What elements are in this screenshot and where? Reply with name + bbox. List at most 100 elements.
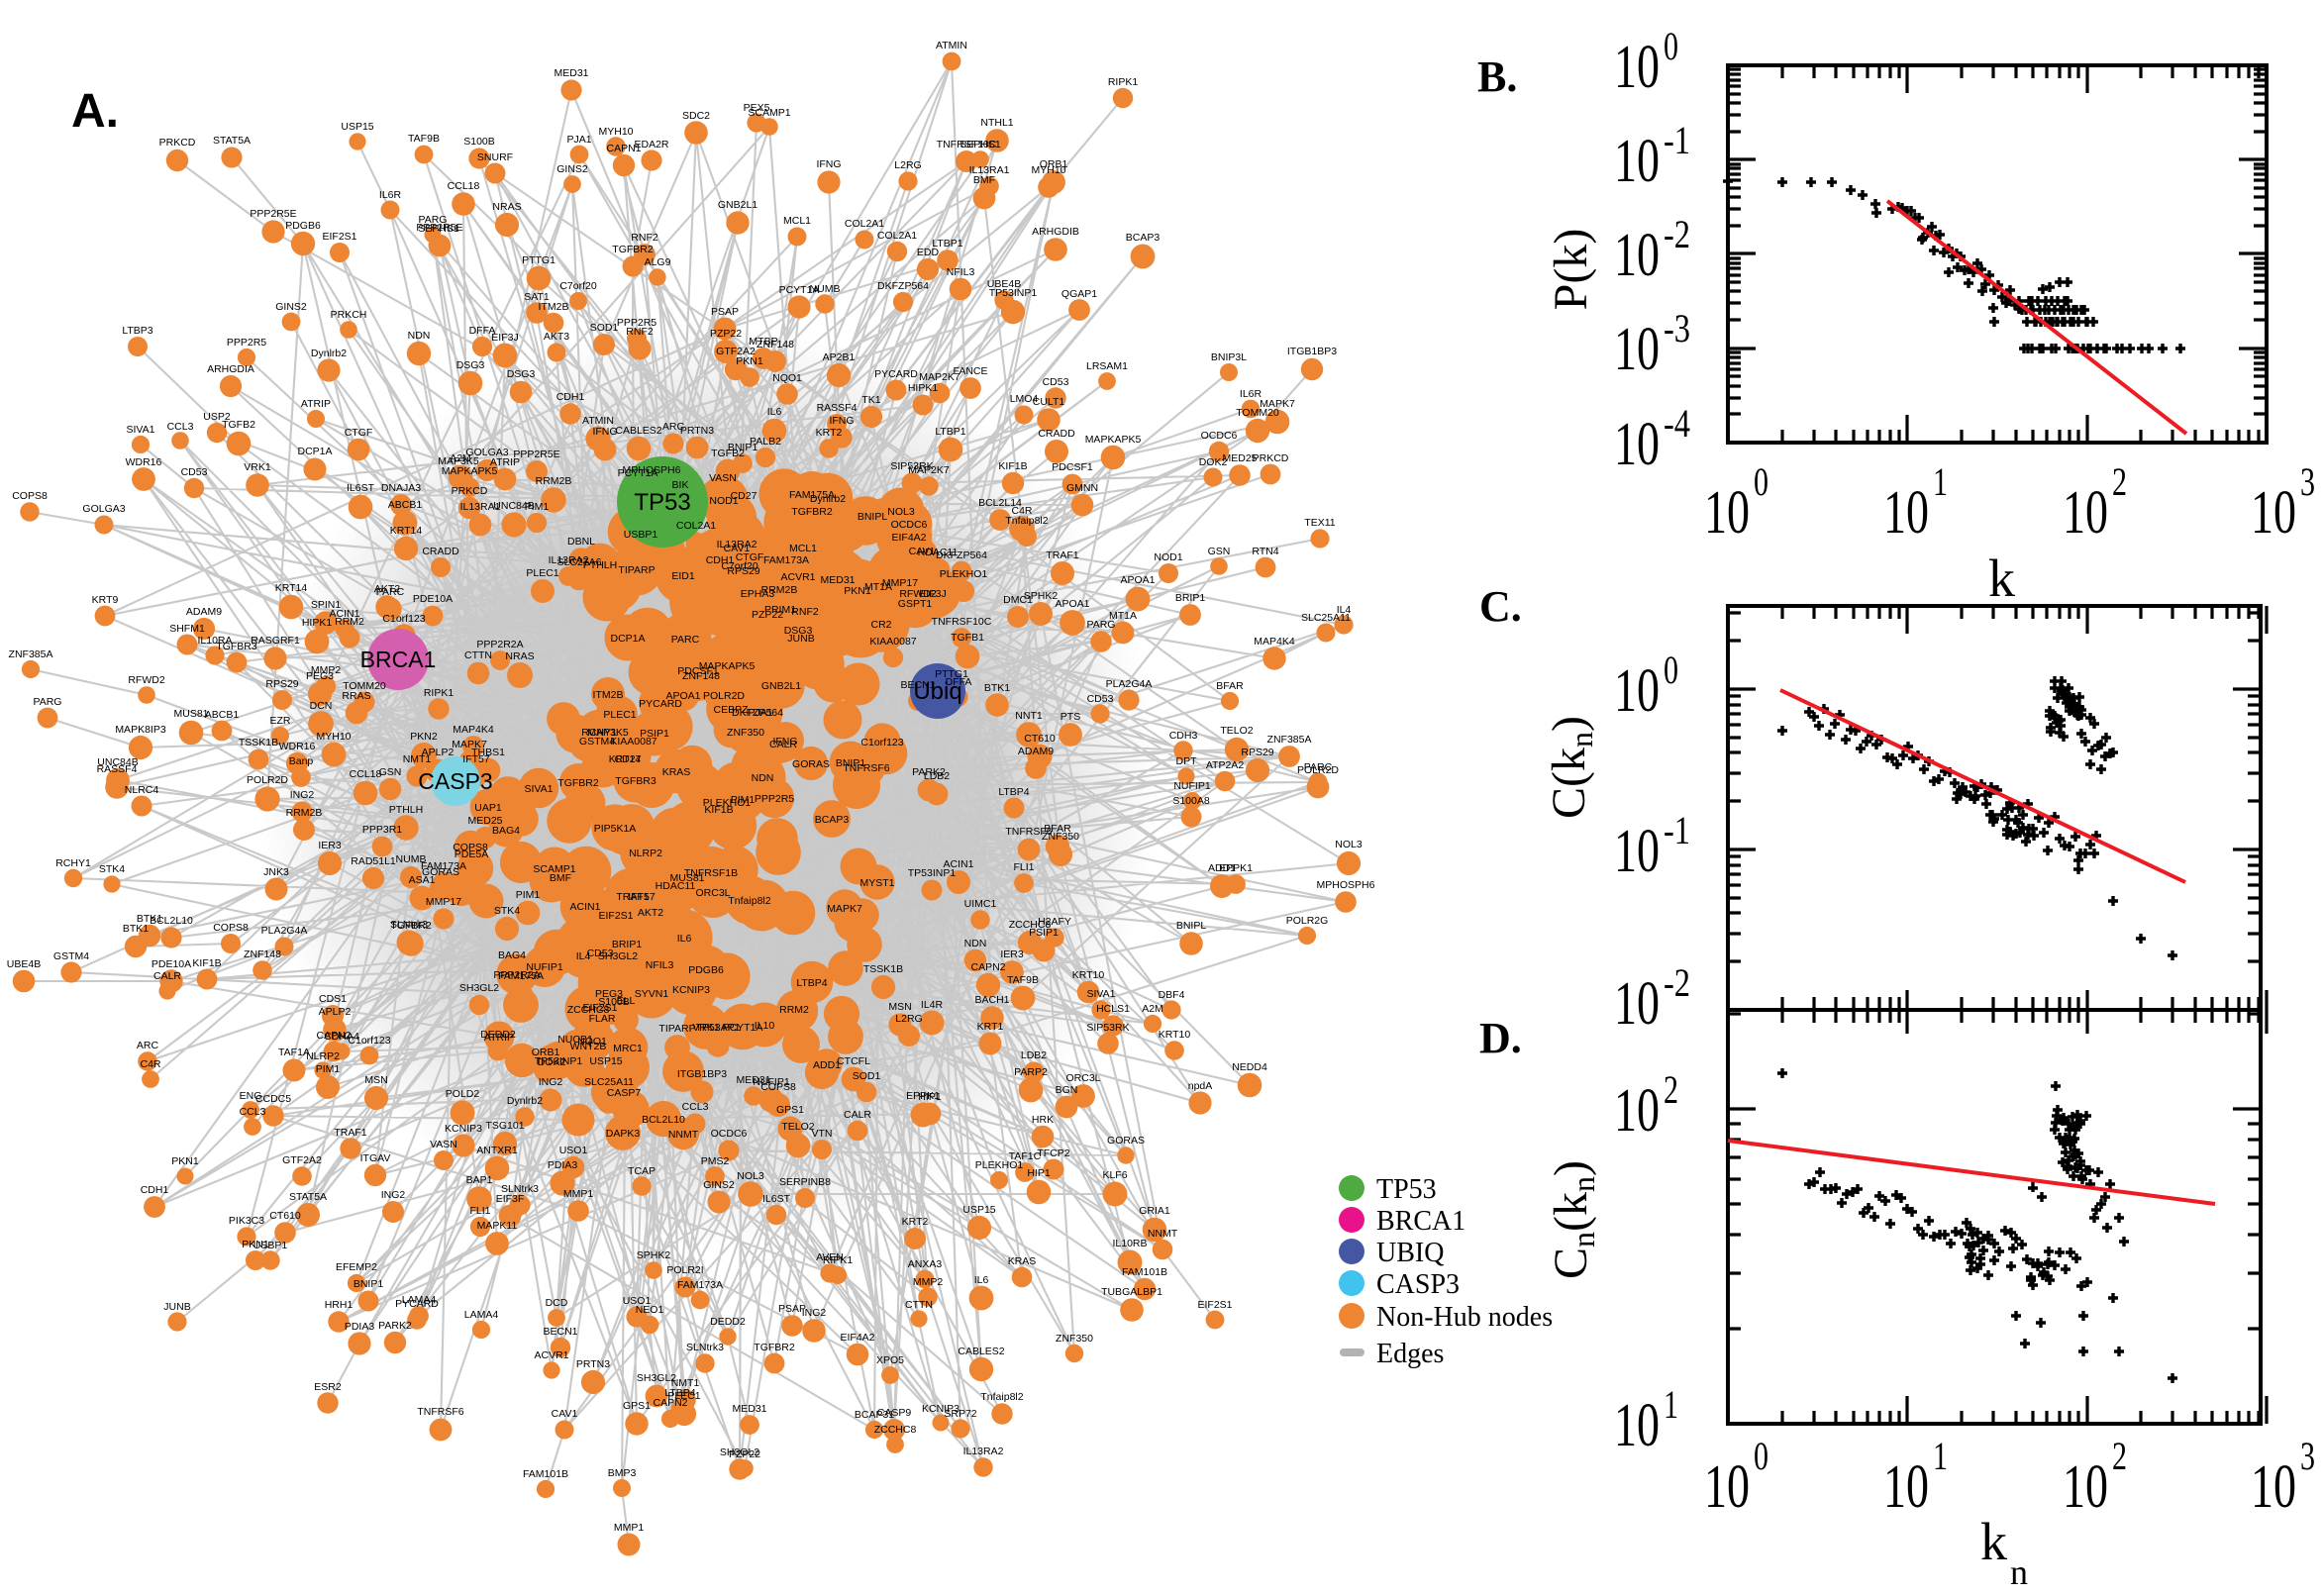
- svg-text:USO1: USO1: [623, 1295, 652, 1307]
- svg-text:CASP9: CASP9: [877, 1407, 912, 1419]
- svg-text:BAP1: BAP1: [466, 1174, 493, 1186]
- svg-text:TNFRSF10C: TNFRSF10C: [937, 139, 997, 150]
- svg-text:BTK1: BTK1: [984, 682, 1010, 694]
- svg-text:FAM173A: FAM173A: [677, 1279, 723, 1291]
- svg-text:RRM2: RRM2: [779, 1004, 809, 1016]
- svg-text:TP53INP1: TP53INP1: [908, 867, 957, 879]
- svg-text:ABCB1: ABCB1: [205, 709, 240, 721]
- svg-text:UNC84B: UNC84B: [493, 500, 534, 512]
- svg-text:ADAM9: ADAM9: [186, 606, 222, 618]
- svg-text:PRKCD: PRKCD: [1253, 452, 1289, 464]
- svg-text:TRAF1: TRAF1: [334, 1127, 366, 1139]
- svg-text:CTGF: CTGF: [736, 551, 764, 563]
- svg-text:TGFBR2: TGFBR2: [754, 1342, 795, 1353]
- svg-text:ORB1: ORB1: [532, 1047, 560, 1058]
- svg-text:HIPK1: HIPK1: [908, 382, 939, 394]
- svg-text:DKFZP564: DKFZP564: [732, 707, 783, 719]
- svg-text:CASP3: CASP3: [1376, 1269, 1460, 1300]
- svg-text:TSG101: TSG101: [485, 1120, 524, 1132]
- svg-text:NDN: NDN: [752, 772, 774, 784]
- svg-text:ATRIP: ATRIP: [301, 398, 331, 410]
- svg-text:CT610: CT610: [269, 1210, 301, 1222]
- svg-text:10: 10: [1614, 818, 1660, 885]
- svg-text:IL6: IL6: [767, 406, 782, 418]
- svg-text:CDH1: CDH1: [141, 1184, 169, 1196]
- svg-text:SOD1: SOD1: [853, 1070, 881, 1082]
- svg-text:PEG3: PEG3: [306, 670, 334, 682]
- svg-text:A2M: A2M: [450, 452, 471, 464]
- svg-text:Cn(kn): Cn(kn): [1545, 1160, 1601, 1279]
- svg-text:DEDD2: DEDD2: [710, 1316, 746, 1328]
- svg-text:ING2: ING2: [802, 1307, 827, 1319]
- svg-text:MAPKAPK5: MAPKAPK5: [699, 660, 756, 672]
- svg-text:C7orf20: C7orf20: [721, 560, 758, 572]
- svg-text:POLR2D: POLR2D: [1297, 764, 1339, 776]
- svg-text:PEX5: PEX5: [744, 102, 770, 114]
- svg-text:USBP1: USBP1: [624, 529, 658, 541]
- svg-text:CULT1: CULT1: [1033, 396, 1065, 408]
- svg-text:RCHY1: RCHY1: [581, 727, 617, 739]
- svg-text:PARG: PARG: [419, 214, 448, 226]
- svg-text:RNF2: RNF2: [631, 232, 658, 244]
- svg-text:JNK3: JNK3: [263, 866, 289, 878]
- svg-text:10: 10: [1883, 479, 1929, 547]
- svg-text:NLRP2: NLRP2: [629, 848, 662, 859]
- svg-text:BNIPL: BNIPL: [858, 511, 888, 523]
- svg-text:PTHLH: PTHLH: [389, 804, 423, 816]
- svg-text:CDHA4: CDHA4: [324, 1031, 359, 1043]
- svg-text:DAPK3: DAPK3: [606, 1128, 641, 1140]
- svg-text:C7orf20: C7orf20: [559, 280, 597, 292]
- svg-text:ATMIN: ATMIN: [582, 415, 614, 427]
- svg-text:C1orf123: C1orf123: [348, 1035, 390, 1047]
- svg-text:BNIP3L: BNIP3L: [1211, 351, 1247, 363]
- svg-text:XPO5: XPO5: [876, 1354, 904, 1366]
- svg-text:SIVA1: SIVA1: [525, 783, 554, 795]
- svg-text:PMS2: PMS2: [701, 1155, 730, 1167]
- svg-text:PLA2G4A: PLA2G4A: [1106, 678, 1153, 690]
- svg-text:NEO1: NEO1: [636, 1304, 664, 1316]
- svg-text:MED25: MED25: [467, 815, 502, 827]
- svg-text:CD53: CD53: [1043, 376, 1069, 388]
- svg-text:NFIL3: NFIL3: [947, 266, 975, 278]
- svg-text:ELL: ELL: [617, 995, 636, 1007]
- svg-text:CD53: CD53: [181, 466, 208, 478]
- svg-text:ESR2: ESR2: [314, 1381, 342, 1393]
- svg-text:BMF: BMF: [973, 174, 995, 186]
- svg-text:RPS29: RPS29: [265, 678, 298, 690]
- svg-text:RPS29: RPS29: [1241, 747, 1273, 758]
- svg-text:GORAS: GORAS: [792, 758, 830, 770]
- svg-text:EIF2S1: EIF2S1: [1197, 1299, 1232, 1311]
- svg-text:10: 10: [1614, 411, 1660, 478]
- svg-text:PPP2R5: PPP2R5: [617, 317, 656, 329]
- svg-text:TSSK1B: TSSK1B: [863, 963, 903, 975]
- svg-text:TNFRSF6: TNFRSF6: [843, 762, 889, 774]
- svg-text:APOA1: APOA1: [1055, 598, 1089, 610]
- svg-text:CTGF: CTGF: [345, 427, 373, 439]
- svg-text:MPHOSPH6: MPHOSPH6: [623, 464, 681, 476]
- svg-text:BFAR: BFAR: [1044, 823, 1071, 835]
- svg-text:PTHLH: PTHLH: [583, 559, 617, 571]
- svg-text:IFT57: IFT57: [628, 891, 656, 903]
- svg-text:POLR2I: POLR2I: [666, 1264, 703, 1276]
- svg-text:10: 10: [2063, 479, 2108, 547]
- svg-text:CCDC5: CCDC5: [255, 1093, 291, 1105]
- svg-text:QGAP1: QGAP1: [1061, 288, 1097, 300]
- svg-text:RIPK1: RIPK1: [823, 1254, 854, 1266]
- svg-text:Tnfaip8l2: Tnfaip8l2: [980, 1391, 1023, 1403]
- svg-text:NUFIP1: NUFIP1: [526, 961, 563, 973]
- svg-text:COL2A1: COL2A1: [845, 218, 884, 230]
- svg-text:NEDD4: NEDD4: [1232, 1061, 1267, 1073]
- svg-text:10: 10: [1704, 479, 1750, 547]
- svg-text:PZP22: PZP22: [710, 328, 742, 340]
- svg-text:MAPKAPK5: MAPKAPK5: [442, 465, 498, 477]
- svg-text:PDIA3: PDIA3: [345, 1321, 375, 1333]
- svg-text:PRTN3: PRTN3: [576, 1358, 610, 1370]
- svg-text:LMO4: LMO4: [1010, 393, 1039, 405]
- svg-text:EIF2S1: EIF2S1: [322, 231, 356, 243]
- svg-text:EDA2R: EDA2R: [634, 139, 668, 150]
- svg-text:NOL3: NOL3: [737, 1170, 764, 1182]
- svg-text:DCP1A: DCP1A: [610, 633, 645, 645]
- svg-text:MED25: MED25: [1222, 452, 1257, 464]
- svg-text:CCL3: CCL3: [167, 421, 194, 433]
- svg-text:USP15: USP15: [341, 121, 373, 133]
